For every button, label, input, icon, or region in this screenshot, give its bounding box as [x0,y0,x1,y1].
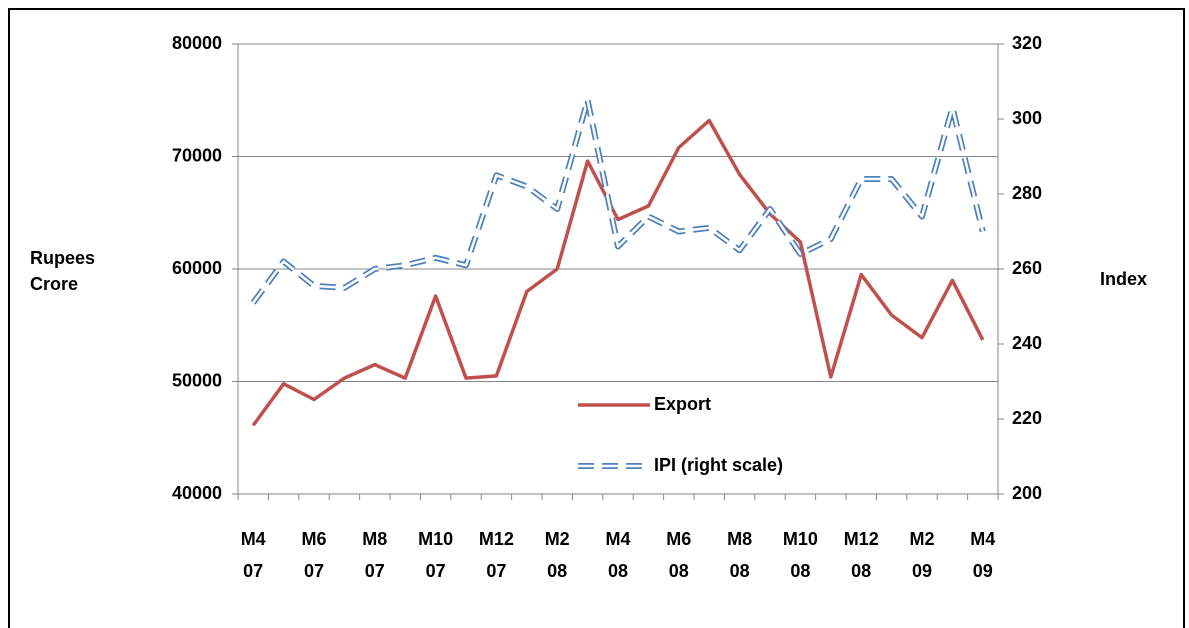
y-tick-label: 60000 [172,258,222,278]
y-tick-label: 40000 [172,483,222,503]
legend-label: IPI (right scale) [654,455,783,475]
y2-tick-label: 240 [1012,333,1042,353]
series-line-inner [252,99,985,304]
frame [8,8,1185,628]
y-axis-label: Rupees Crore [30,248,95,294]
x-tick-label: M4 09 [970,529,995,581]
x-tick-label: M2 09 [909,529,934,581]
y-tick-label: 50000 [172,370,222,390]
x-tick-label: M12 07 [479,529,514,581]
x-tick-label: M2 08 [545,529,570,581]
x-tick-label: M4 08 [605,529,630,581]
legend-label: Export [654,394,711,414]
y-tick-label: 80000 [172,33,222,53]
x-tick-label: M8 08 [727,529,752,581]
x-tick-label: M12 08 [844,529,879,581]
x-tick-label: M8 07 [362,529,387,581]
x-tick-label: M6 08 [666,529,691,581]
y-tick-label: 70000 [172,145,222,165]
y2-tick-label: 280 [1012,183,1042,203]
y2-tick-label: 200 [1012,483,1042,503]
y2-axis-label: Index [1100,269,1147,289]
y2-tick-label: 300 [1012,108,1042,128]
x-tick-label: M6 07 [301,529,326,581]
y2-tick-label: 220 [1012,408,1042,428]
x-tick-label: M10 07 [418,529,453,581]
x-tick-label: M4 07 [241,529,266,581]
series-line [250,97,986,305]
x-tick-label: M10 08 [783,529,818,581]
y2-tick-label: 320 [1012,33,1042,53]
series-line [251,118,985,427]
y2-tick-label: 260 [1012,258,1042,278]
